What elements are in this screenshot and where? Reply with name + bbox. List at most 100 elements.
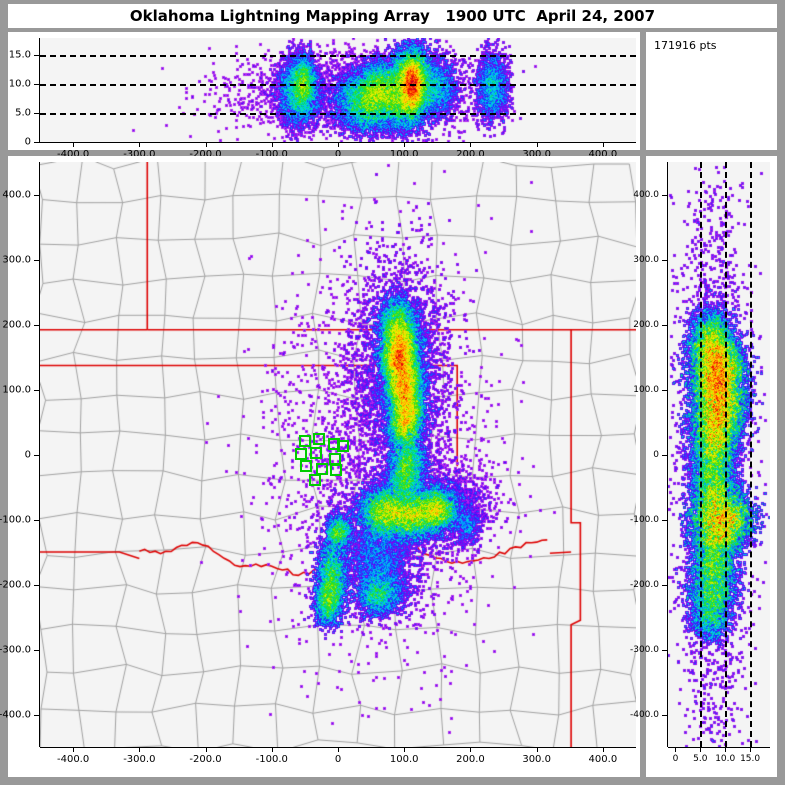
y-tick-label: -200.0	[0, 579, 31, 590]
x-tick	[338, 747, 339, 752]
lma-station-marker	[295, 448, 307, 460]
x-tick-label: 300.0	[522, 754, 551, 765]
gridline-vertical	[725, 162, 727, 747]
y-tick-label: -100.0	[630, 515, 659, 525]
y-tick-label: -100.0	[0, 514, 31, 525]
map-plot-area[interactable]	[40, 162, 636, 747]
y-tick	[662, 715, 668, 716]
x-tick-label: 0	[335, 754, 341, 765]
y-tick-label: 300.0	[2, 254, 31, 265]
lma-station-marker	[313, 433, 325, 445]
y-tick-label: -300.0	[0, 644, 31, 655]
x-tick-label: 0	[673, 754, 679, 764]
y-tick-label: 15.0	[9, 50, 31, 61]
y-tick	[662, 520, 668, 521]
y-tick	[34, 113, 40, 114]
y-tick	[662, 585, 668, 586]
y-tick-label: 0	[25, 137, 31, 148]
x-tick	[206, 142, 207, 147]
x-tick-label: 100.0	[390, 754, 419, 765]
gridline-vertical	[700, 162, 702, 747]
x-tick	[700, 747, 701, 752]
y-tick-label: 5.0	[15, 108, 31, 119]
x-tick	[139, 142, 140, 147]
lma-station-marker	[337, 440, 349, 452]
x-tick-label: -300.0	[123, 754, 155, 765]
top-plot-area[interactable]	[40, 38, 636, 142]
y-tick	[34, 55, 40, 56]
y-tick	[662, 195, 668, 196]
y-tick-label: 100.0	[2, 384, 31, 395]
x-tick	[73, 142, 74, 147]
lma-station-marker	[309, 474, 321, 486]
y-tick-label: -200.0	[630, 580, 659, 590]
title-bar: Oklahoma Lightning Mapping Array 1900 UT…	[8, 4, 777, 28]
y-tick-label: 0	[653, 450, 659, 460]
y-tick-label: 400.0	[2, 189, 31, 200]
lma-station-marker	[300, 460, 312, 472]
y-tick	[34, 715, 40, 716]
x-tick	[404, 747, 405, 752]
x-tick	[272, 142, 273, 147]
y-tick	[34, 325, 40, 326]
x-tick-label: 5.0	[693, 754, 707, 764]
y-tick	[34, 650, 40, 651]
gridline-horizontal	[40, 84, 636, 86]
y-tick-label: 200.0	[2, 319, 31, 330]
x-tick	[603, 747, 604, 752]
y-axis-line	[39, 38, 40, 142]
y-tick-label: -400.0	[0, 709, 31, 720]
page-title: Oklahoma Lightning Mapping Array 1900 UT…	[130, 7, 655, 25]
x-tick-label: 15.0	[740, 754, 760, 764]
x-tick	[139, 747, 140, 752]
top-density-canvas	[40, 38, 636, 142]
x-tick	[537, 142, 538, 147]
y-tick-label: -300.0	[630, 645, 659, 655]
x-tick	[338, 142, 339, 147]
lma-station-marker	[316, 463, 328, 475]
x-tick-label: 200.0	[456, 754, 485, 765]
y-tick	[34, 84, 40, 85]
x-tick	[206, 747, 207, 752]
lma-station-marker	[310, 447, 322, 459]
x-tick	[404, 142, 405, 147]
lma-visualization: Oklahoma Lightning Mapping Array 1900 UT…	[0, 0, 785, 785]
y-tick	[662, 325, 668, 326]
x-tick-label: -200.0	[189, 754, 221, 765]
x-tick	[470, 747, 471, 752]
gridline-vertical	[750, 162, 752, 747]
y-tick-label: 100.0	[633, 385, 659, 395]
y-tick	[662, 260, 668, 261]
x-tick-label: -400.0	[57, 754, 89, 765]
gridline-horizontal	[40, 113, 636, 115]
y-tick	[662, 650, 668, 651]
y-tick-label: 10.0	[9, 79, 31, 90]
y-tick	[34, 195, 40, 196]
y-tick	[34, 260, 40, 261]
lma-station-marker	[299, 435, 311, 447]
y-tick-label: 300.0	[633, 255, 659, 265]
x-axis-line	[668, 747, 770, 748]
y-tick-label: 0	[25, 449, 31, 460]
y-tick	[34, 390, 40, 391]
north-south-vs-altitude-panel: 05.010.015.0-400.0-300.0-200.0-100.00100…	[646, 156, 777, 777]
y-tick	[34, 585, 40, 586]
points-count-label: 171916 pts	[654, 39, 717, 52]
plan-view-map-panel: -400.0 -300.0 -200.0 -100.0 0 100.0 200.0 300.0…	[8, 156, 640, 777]
side-density-canvas	[668, 162, 770, 747]
altitude-vs-east-west-panel: -400.0-300.0-200.0-100.00100.0200.0300.0…	[8, 32, 640, 150]
x-tick	[750, 747, 751, 752]
y-tick	[34, 455, 40, 456]
x-tick	[470, 142, 471, 147]
points-count-panel: 171916 pts	[646, 32, 777, 150]
y-tick	[34, 142, 40, 143]
y-tick-label: -400.0	[630, 710, 659, 720]
gridline-horizontal	[40, 55, 636, 57]
side-plot-area[interactable]	[668, 162, 770, 747]
x-tick	[603, 142, 604, 147]
y-tick-label: 200.0	[633, 320, 659, 330]
x-tick-label: 10.0	[715, 754, 735, 764]
x-tick-label: -100.0	[256, 754, 288, 765]
y-tick	[662, 390, 668, 391]
y-tick-label: 400.0	[633, 190, 659, 200]
